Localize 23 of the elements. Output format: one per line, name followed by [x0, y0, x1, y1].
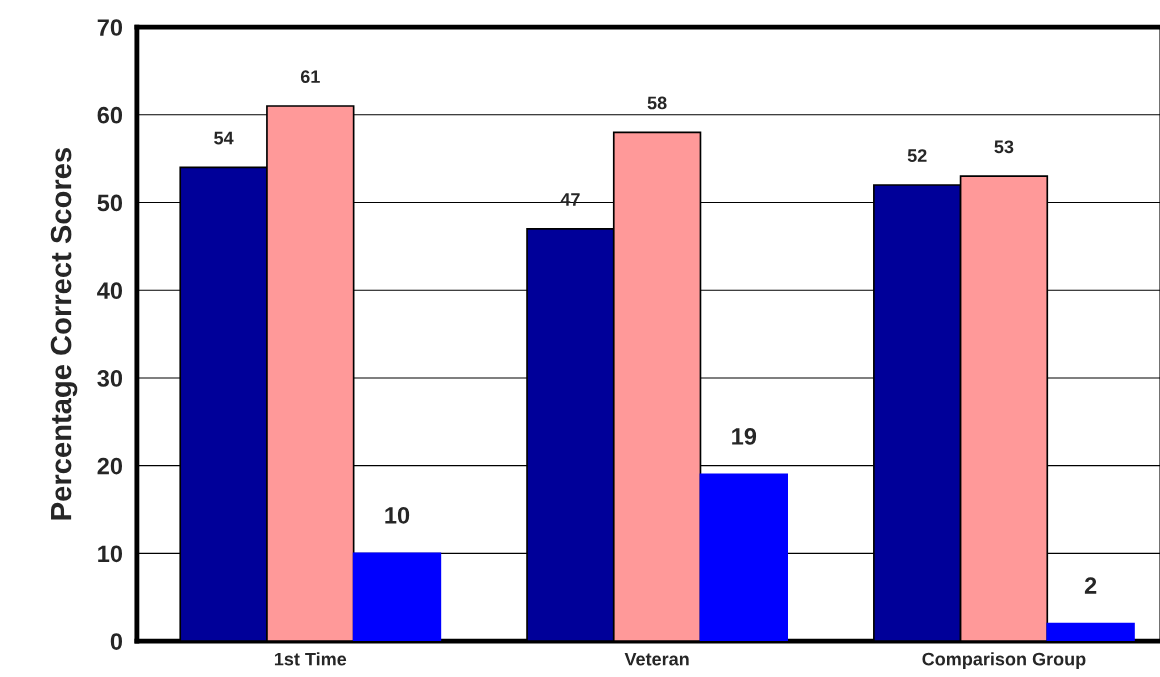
data-label: 52	[907, 149, 927, 162]
y-tick-label: 70	[97, 19, 123, 36]
y-tick-label: 20	[97, 457, 123, 475]
data-label: 2	[1084, 577, 1097, 594]
data-label: 61	[300, 70, 320, 84]
data-label: 53	[994, 140, 1014, 154]
y-tick-label: 60	[97, 106, 123, 124]
y-tick-label: 10	[98, 545, 123, 563]
y-tick-label: 30	[97, 370, 123, 387]
data-label: 58	[647, 96, 667, 110]
y-tick-label: 0	[110, 633, 123, 650]
x-tick-label: 1st Time	[274, 652, 347, 666]
data-label: 19	[732, 428, 757, 445]
x-tick-label: Comparison Group	[922, 652, 1086, 670]
y-tick-label: 40	[97, 282, 123, 300]
data-label: 54	[214, 131, 234, 145]
data-label: 10	[385, 507, 410, 524]
y-axis-title: Percentage Correct Scores	[50, 148, 78, 520]
bar	[699, 473, 789, 642]
y-tick-label: 50	[97, 194, 123, 212]
x-tick-label: Veteran	[624, 652, 689, 666]
bar	[352, 552, 442, 642]
bar	[1046, 622, 1135, 642]
